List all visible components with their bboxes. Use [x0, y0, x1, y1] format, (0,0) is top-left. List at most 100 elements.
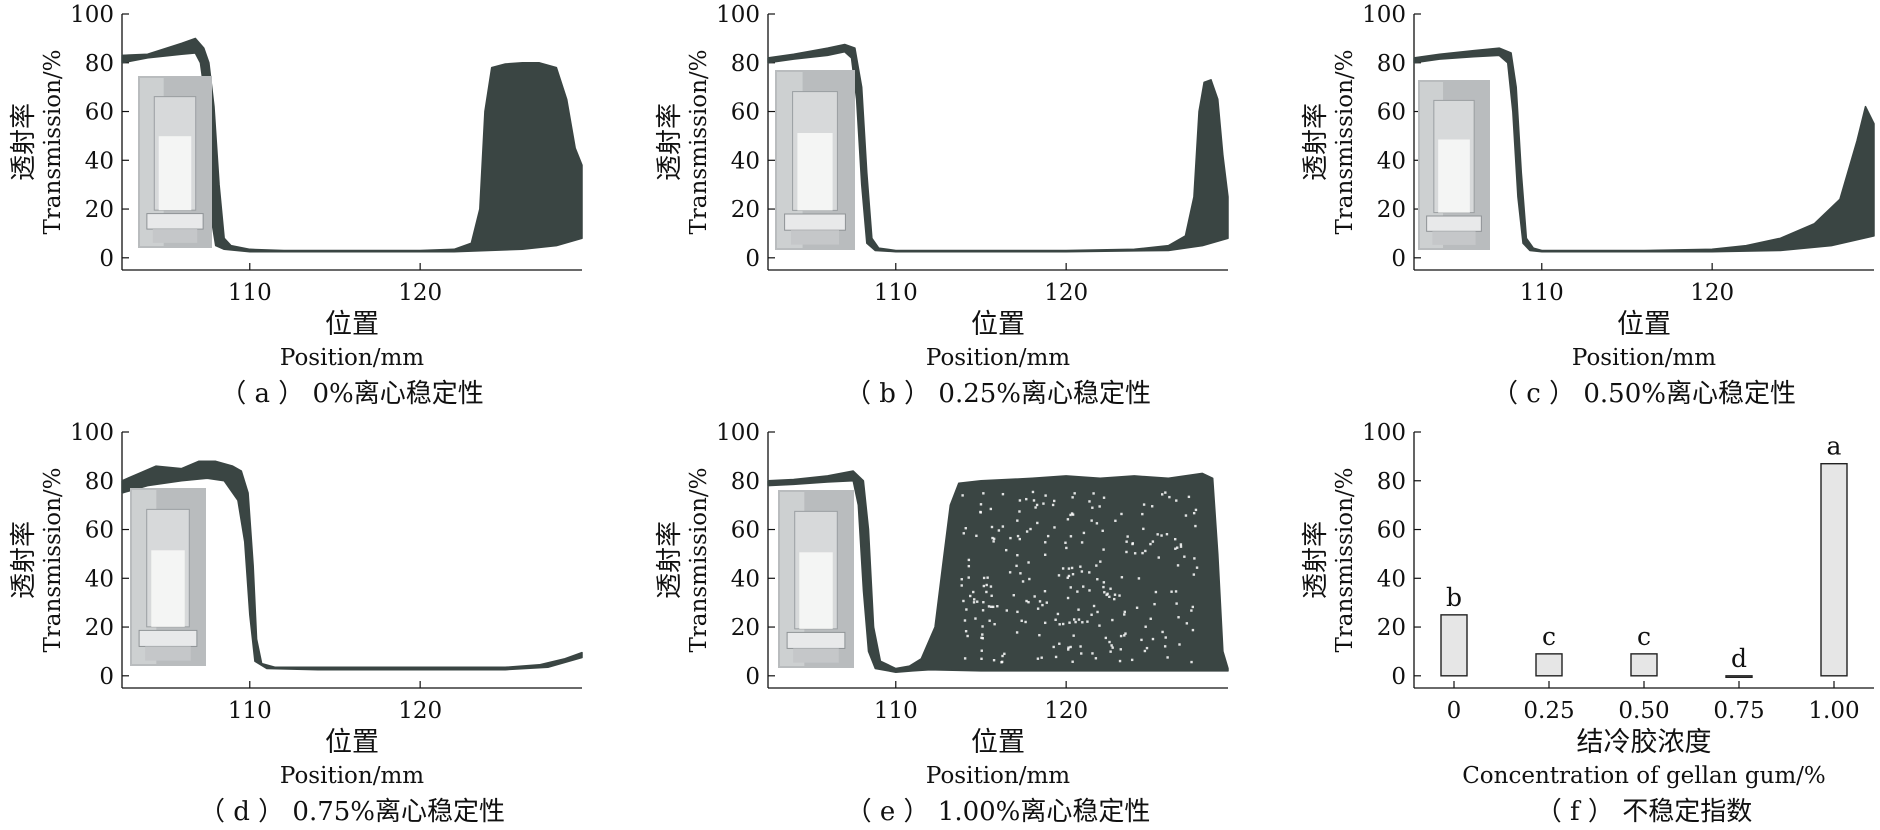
band-speckle: [1176, 564, 1180, 567]
band-speckle: [1108, 595, 1111, 599]
y-tick-label: 100: [1362, 2, 1406, 28]
x-tick-label: 120: [1044, 698, 1088, 724]
band-speckle: [1120, 576, 1124, 579]
band-speckle: [1120, 512, 1123, 516]
transmission-band-d: [121, 460, 583, 671]
band-speckle: [985, 583, 988, 587]
y-tick-label: 60: [1377, 100, 1406, 126]
band-speckle: [1113, 597, 1116, 601]
y-tick-label: 40: [85, 566, 114, 592]
band-speckle: [981, 625, 984, 628]
panel-caption: （ a ） 0%离心稳定性: [220, 379, 484, 409]
band-speckle: [1144, 549, 1147, 553]
x-tick-label: 120: [1044, 280, 1088, 306]
band-speckle: [1016, 554, 1019, 557]
x-tick-label: 110: [874, 280, 918, 306]
band-speckle: [1020, 619, 1023, 622]
y-tick-label: 80: [1377, 51, 1406, 77]
band-speckle: [1061, 622, 1065, 626]
band-speckle: [1118, 659, 1122, 663]
band-speckle: [1135, 606, 1139, 609]
band-speckle: [1165, 533, 1169, 536]
x-axis-label-cn: 位置: [971, 727, 1025, 758]
band-speckle: [1042, 502, 1045, 505]
band-speckle: [1123, 610, 1126, 614]
vial-emulsion: [797, 133, 833, 211]
band-speckle: [1061, 567, 1065, 570]
y-tick-label: 100: [70, 420, 114, 446]
band-speckle: [1119, 634, 1123, 638]
y-axis-label-cn: 透射率: [655, 521, 685, 599]
band-speckle: [973, 598, 976, 601]
band-speckle: [1018, 499, 1022, 502]
band-speckle: [1192, 511, 1196, 515]
y-tick-label: 60: [85, 518, 114, 544]
band-speckle: [1102, 585, 1105, 589]
band-speckle: [990, 594, 993, 597]
x-axis-label-en: Position/mm: [280, 345, 424, 371]
band-speckle: [1110, 644, 1113, 647]
band-speckle: [1091, 506, 1094, 509]
band-speckle: [1081, 621, 1084, 624]
band-speckle: [1016, 534, 1020, 538]
band-speckle: [1024, 620, 1027, 624]
band-speckle: [1191, 605, 1195, 609]
x-tick-label: 120: [1690, 280, 1734, 306]
band-speckle: [1166, 656, 1169, 659]
band-speckle: [1001, 654, 1004, 658]
band-speckle: [1177, 616, 1180, 619]
band-speckle: [1170, 590, 1173, 593]
band-speckle: [1044, 494, 1047, 497]
band-speckle: [1054, 618, 1057, 621]
x-axis-label-en: Position/mm: [1572, 345, 1716, 371]
band-speckle: [1175, 499, 1178, 502]
y-tick-label: 80: [1377, 469, 1406, 495]
band-speckle: [1054, 655, 1058, 659]
y-axis-label-cn: 透射率: [9, 521, 39, 599]
band-speckle: [960, 584, 963, 587]
y-tick-label: 80: [731, 469, 760, 495]
band-speckle: [1082, 531, 1086, 535]
band-speckle: [1019, 572, 1022, 575]
band-speckle: [982, 584, 986, 588]
band-speckle: [1043, 621, 1047, 625]
band-speckle: [1046, 534, 1050, 538]
band-speckle: [1098, 505, 1101, 508]
band-speckle: [1005, 548, 1008, 552]
vial-emulsion: [1438, 139, 1470, 213]
band-speckle: [1114, 519, 1117, 523]
band-speckle: [1027, 561, 1030, 564]
bar-significance-label: a: [1827, 432, 1842, 461]
band-speckle: [967, 564, 971, 568]
y-tick-label: 60: [1377, 518, 1406, 544]
y-tick-label: 0: [1391, 664, 1406, 690]
band-speckle: [1194, 524, 1197, 528]
band-speckle: [1031, 490, 1035, 494]
band-speckle: [1036, 521, 1039, 525]
band-speckle: [972, 601, 976, 604]
vial-emulsion: [151, 550, 185, 627]
bar-significance-label: c: [1637, 622, 1651, 651]
y-axis-label-cn: 透射率: [1301, 521, 1331, 599]
band-speckle: [1069, 586, 1072, 589]
band-speckle: [1113, 593, 1117, 596]
band-speckle: [964, 527, 967, 530]
band-speckle: [1099, 560, 1102, 563]
band-speckle: [1005, 609, 1008, 612]
vial-base: [1432, 231, 1476, 245]
band-speckle: [1102, 581, 1106, 584]
y-tick-label: 40: [731, 148, 760, 174]
y-axis-label-en: Transmission/%: [1332, 467, 1358, 652]
band-speckle: [1095, 522, 1099, 525]
band-speckle: [1068, 621, 1071, 624]
band-speckle: [1043, 589, 1047, 593]
band-speckle: [982, 576, 986, 580]
x-axis-label-cn: 位置: [971, 309, 1025, 340]
band-speckle: [1125, 550, 1128, 554]
band-speckle: [1088, 571, 1091, 574]
x-axis-label-cn: 位置: [325, 309, 379, 340]
vial-emulsion: [158, 136, 192, 211]
band-speckle: [1102, 548, 1105, 551]
x-tick-label: 1.00: [1808, 698, 1859, 724]
